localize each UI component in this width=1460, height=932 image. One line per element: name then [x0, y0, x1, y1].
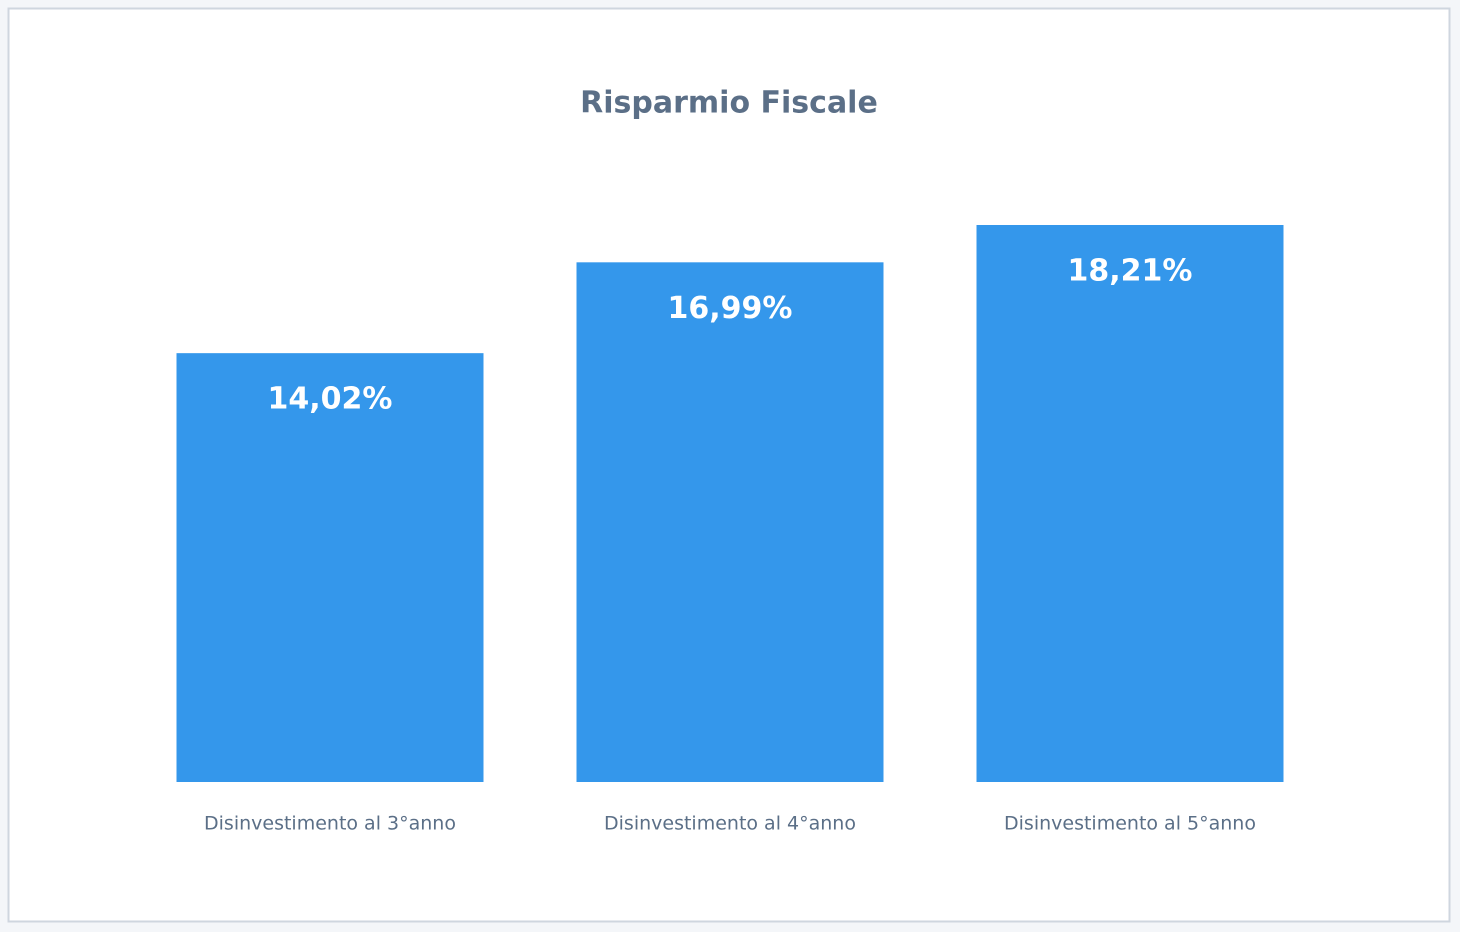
value-label: 16,99% [668, 291, 793, 326]
value-label: 14,02% [268, 382, 393, 417]
chart-title: Risparmio Fiscale [580, 86, 878, 121]
bar [176, 353, 484, 782]
x-tick-label: Disinvestimento al 4°anno [604, 813, 856, 835]
value-label: 18,21% [1068, 254, 1193, 289]
bar [976, 225, 1284, 782]
bar [576, 262, 884, 782]
x-tick-label: Disinvestimento al 5°anno [1004, 813, 1256, 835]
x-tick-label: Disinvestimento al 3°anno [204, 813, 456, 835]
